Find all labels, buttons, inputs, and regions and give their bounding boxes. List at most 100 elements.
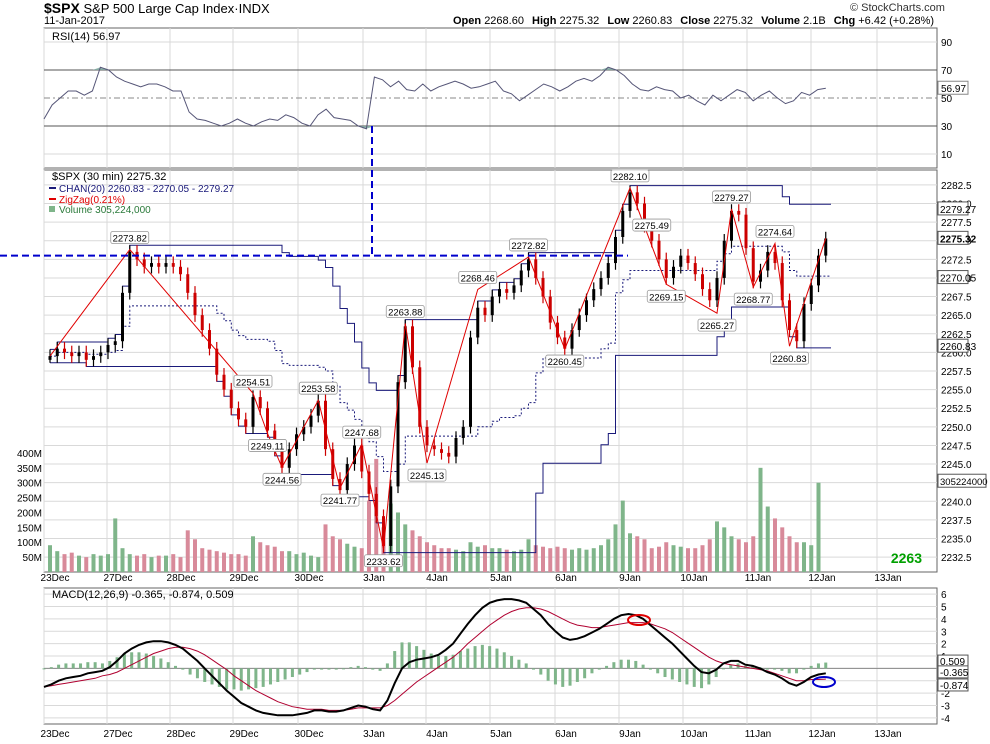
macd-histogram-bar <box>225 668 229 690</box>
macd-tick-label: 6 <box>941 590 947 601</box>
rsi-tick-label: 70 <box>941 66 953 77</box>
rsi-tick-label: 10 <box>941 150 953 161</box>
volume-bar <box>548 548 553 572</box>
price-bar-body <box>577 315 581 331</box>
volume-bar <box>642 539 647 572</box>
volume-bar <box>555 546 560 572</box>
zigzag-label: 2260.83 <box>772 354 806 365</box>
volume-tick-label: 250M <box>17 494 42 505</box>
volume-tick-label: 300M <box>17 479 42 490</box>
price-bar-body <box>447 452 451 457</box>
macd-histogram-bar <box>320 668 324 670</box>
macd-signal-value-box <box>937 678 969 692</box>
zigzag-label-box <box>320 493 360 507</box>
volume-tick-label: 150M <box>17 523 42 534</box>
volume-bar <box>149 557 154 572</box>
price-bar-body <box>302 426 306 435</box>
volume-bar <box>707 539 712 572</box>
price-bar-body <box>585 300 588 316</box>
zigzag-label: 2247.68 <box>345 428 379 439</box>
price-bar-body <box>592 289 596 301</box>
price-bar-body <box>251 397 255 427</box>
volume-bar <box>533 545 538 572</box>
zigzag-label-box <box>610 169 650 183</box>
volume-bar <box>164 555 168 572</box>
volume-bar <box>98 555 103 572</box>
price-bar-body <box>193 292 197 316</box>
macd-histogram-bar <box>634 660 638 669</box>
macd-histogram-bar <box>678 668 682 682</box>
x-axis-label-bottom: 4Jan <box>426 729 448 740</box>
macd-histogram-bar <box>64 663 68 669</box>
volume-bar <box>744 542 748 572</box>
price-bar-body <box>403 326 407 383</box>
zigzag-label: 2274.64 <box>758 227 792 238</box>
volume-bar <box>439 548 444 572</box>
price-bar-body <box>353 445 356 465</box>
volume-bar <box>236 554 241 572</box>
macd-histogram-bar <box>466 648 470 669</box>
macd-histogram-bar <box>619 659 623 669</box>
macd-histogram-bar <box>305 668 309 673</box>
volume-bar <box>729 536 734 572</box>
zigzag-label: 2253.58 <box>301 384 335 395</box>
zigzag-label-box <box>262 472 302 486</box>
price-bar-body <box>541 277 545 297</box>
volume-bar <box>628 533 632 572</box>
zigzag-label: 2233.62 <box>366 557 400 568</box>
volume-value: 2.1B <box>803 15 826 27</box>
macd-histogram-bar <box>692 668 696 687</box>
price-bar-body <box>693 263 697 275</box>
x-axis-label: 27Dec <box>104 573 133 584</box>
volume-bar <box>591 548 596 572</box>
macd-histogram-bar <box>239 668 243 691</box>
price-bar-body <box>614 237 617 264</box>
volume-bar <box>664 542 669 572</box>
price-bar-body <box>316 400 320 416</box>
price-bar-body <box>208 330 211 349</box>
macd-histogram-bar <box>575 668 579 682</box>
exchange-label: INDX <box>238 1 270 16</box>
price-bar-body <box>498 289 501 297</box>
macd-histogram-bar <box>824 662 828 669</box>
volume-bar <box>483 545 487 572</box>
volume-bar <box>787 536 792 572</box>
price-bar-body <box>106 344 110 353</box>
volume-bar <box>142 554 147 572</box>
symbol-label: $SPX <box>44 0 80 16</box>
volume-bar <box>526 539 531 572</box>
price-tick-label: 2250.0 <box>941 423 972 434</box>
volume-bar <box>258 542 263 572</box>
volume-bar <box>541 546 545 572</box>
change-value: +6.42 (+0.28%) <box>858 15 935 27</box>
zigzag-label-box <box>248 439 287 452</box>
macd-histogram-bar <box>809 665 813 669</box>
volume-bar <box>120 548 125 572</box>
macd-tick-label: 3 <box>941 627 947 638</box>
macd-tick-label: -4 <box>941 714 950 725</box>
macd-histogram-bar <box>152 656 156 669</box>
bearish-cross-marker <box>627 614 651 626</box>
price-bar-body <box>635 192 639 204</box>
zigzag-label-box <box>509 238 548 252</box>
volume-bar <box>338 539 342 572</box>
volume-bar <box>649 548 654 572</box>
macd-histogram-bar <box>130 652 134 669</box>
macd-histogram-bar <box>93 662 97 669</box>
price-bar-body <box>186 274 190 293</box>
channel-lower-value: 2260.83 <box>940 342 977 353</box>
x-axis-label-bottom: 23Dec <box>41 729 70 740</box>
x-axis-label-bottom: 12Jan <box>808 729 835 740</box>
rsi-tick-label: 90 <box>941 38 953 49</box>
macd-histogram-bar <box>115 657 119 669</box>
macd-histogram-bar <box>780 668 784 671</box>
price-bar-body <box>70 352 74 357</box>
price-bar-body <box>715 277 719 301</box>
channel-lower-value-box <box>937 338 969 353</box>
rsi-line <box>43 66 826 130</box>
price-bar-body <box>237 408 240 420</box>
macd-histogram-bar <box>707 668 711 685</box>
price-legend: $SPX (30 min) 2275.32 <box>52 171 166 183</box>
macd-hist-value: 0.509 <box>940 657 965 668</box>
x-axis-label-bottom: 30Dec <box>295 729 324 740</box>
